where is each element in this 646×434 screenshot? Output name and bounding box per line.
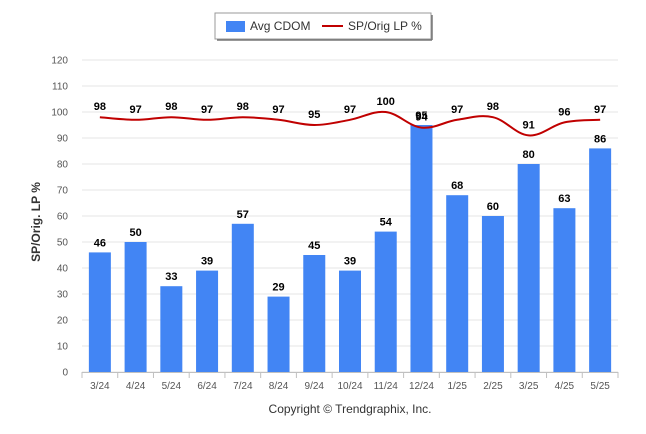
- bar-value-label: 68: [451, 180, 463, 192]
- legend-line-label: SP/Orig LP %: [348, 19, 422, 33]
- x-tick-label: 4/25: [555, 381, 575, 392]
- y-axis: 0 10 20 30 40 50 60 70 80 90 100 110 120: [51, 56, 68, 379]
- bar-4/24: [124, 242, 147, 372]
- y-tick-label: 110: [52, 82, 68, 93]
- line-value-label: 95: [308, 109, 320, 121]
- bar-series: [88, 125, 612, 372]
- bar-1/25: [446, 195, 469, 372]
- bar-value-label: 80: [523, 149, 535, 161]
- y-tick-label: 120: [51, 56, 68, 67]
- bar-value-label: 95: [415, 110, 427, 122]
- line-path: [99, 110, 601, 137]
- bar-2/25: [481, 216, 504, 372]
- line-value-label: 98: [94, 101, 106, 113]
- x-tick-label: 1/25: [447, 381, 467, 392]
- x-tick-label: 2/25: [483, 381, 503, 392]
- x-tick-label: 8/24: [269, 381, 289, 392]
- bar-3/24: [88, 252, 111, 372]
- y-tick-label: 0: [62, 368, 68, 379]
- y-tick-label: 20: [57, 316, 69, 327]
- data-labels: 46 50 33 39 57 29 45 39 54 95 68 60 80 63 86 98 97 98 97 98…: [94, 96, 607, 294]
- bar-11/24: [374, 231, 397, 372]
- y-tick-label: 10: [57, 342, 69, 353]
- bar-5/24: [160, 286, 183, 372]
- bar-5/25: [589, 148, 612, 372]
- x-tick-label: 10/24: [337, 381, 362, 392]
- y-tick-label: 50: [57, 238, 69, 249]
- bar-value-label: 60: [487, 201, 499, 213]
- x-tick-label: 6/24: [197, 381, 217, 392]
- x-tick-label: 11/24: [374, 381, 399, 392]
- x-axis: 3/24 4/24 5/24 6/24 7/24 8/24 9/24 10/24 11/24 12…: [81, 372, 619, 392]
- line-value-label: 98: [487, 101, 499, 113]
- y-tick-label: 60: [57, 212, 69, 223]
- line-value-label: 97: [344, 104, 356, 116]
- line-value-label: 97: [201, 104, 213, 116]
- bar-7/24: [231, 223, 254, 372]
- bar-value-label: 39: [201, 256, 213, 268]
- line-value-label: 98: [237, 101, 249, 113]
- bar-value-label: 86: [594, 133, 606, 145]
- bar-value-label: 45: [308, 240, 320, 252]
- y-tick-label: 40: [57, 264, 69, 275]
- y-axis-title: SP/Orig. LP %: [29, 182, 43, 262]
- bar-value-label: 46: [94, 237, 106, 249]
- y-tick-label: 90: [57, 134, 69, 145]
- bar-value-label: 29: [272, 282, 284, 294]
- x-tick-label: 5/24: [162, 381, 182, 392]
- bar-9/24: [303, 255, 326, 372]
- legend: Avg CDOM SP/Orig LP %: [214, 12, 433, 41]
- x-tick-label: 9/24: [305, 381, 325, 392]
- x-tick-label: 4/24: [126, 381, 146, 392]
- line-value-label: 97: [129, 104, 141, 116]
- y-tick-label: 80: [57, 160, 69, 171]
- line-value-label: 91: [523, 119, 535, 131]
- line-series: [99, 110, 601, 137]
- bar-8/24: [267, 296, 290, 372]
- bar-3/25: [517, 164, 540, 372]
- x-tick-label: 3/24: [90, 381, 110, 392]
- bar-6/24: [196, 270, 219, 372]
- bar-value-label: 33: [165, 271, 177, 283]
- bar-10/24: [339, 270, 361, 372]
- line-value-label: 97: [272, 104, 284, 116]
- x-tick-label: 3/25: [519, 381, 539, 392]
- line-value-label: 97: [594, 104, 606, 116]
- y-tick-label: 100: [51, 108, 68, 119]
- line-value-label: 100: [377, 96, 395, 108]
- x-tick-label: 5/25: [590, 381, 610, 392]
- bar-4/25: [553, 208, 576, 372]
- bar-value-label: 57: [237, 209, 249, 221]
- y-tick-label: 70: [57, 186, 69, 197]
- x-tick-label: 7/24: [233, 381, 253, 392]
- line-value-label: 97: [451, 104, 463, 116]
- y-tick-label: 30: [57, 290, 69, 301]
- legend-bar-swatch: [226, 21, 245, 32]
- bar-value-label: 63: [558, 193, 570, 205]
- bar-value-label: 50: [129, 227, 141, 239]
- x-tick-label: 12/24: [409, 381, 434, 392]
- bar-value-label: 54: [380, 217, 393, 229]
- line-value-label: 94: [415, 112, 428, 124]
- bar-value-label: 39: [344, 256, 356, 268]
- line-value-label: 96: [558, 106, 570, 118]
- line-value-label: 98: [165, 101, 177, 113]
- copyright-text: Copyright © Trendgraphix, Inc.: [269, 402, 432, 416]
- bar-12/24: [410, 125, 433, 372]
- legend-bar-label: Avg CDOM: [250, 19, 310, 33]
